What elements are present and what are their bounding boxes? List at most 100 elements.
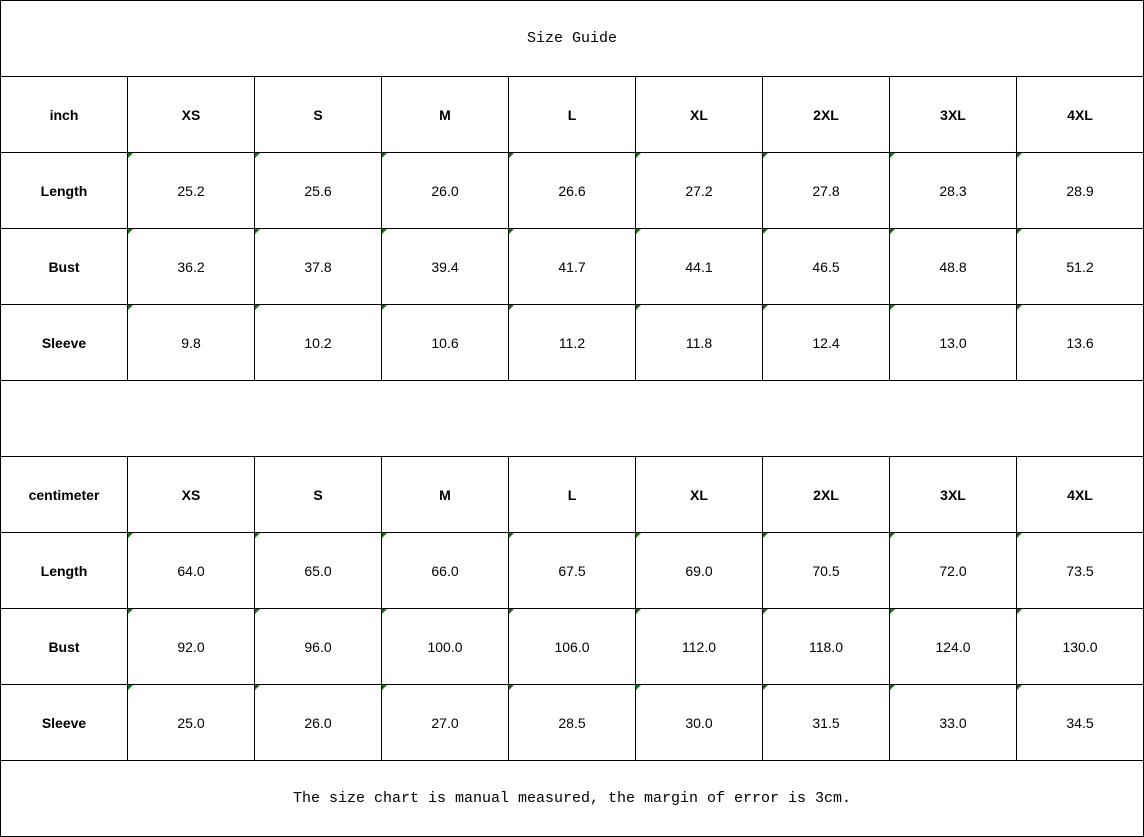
- value-cell[interactable]: 30.0: [635, 684, 763, 761]
- error-indicator-icon: [255, 609, 260, 614]
- note-cell[interactable]: The size chart is manual measured, the m…: [0, 760, 1144, 837]
- error-indicator-icon: [1017, 305, 1022, 310]
- note-cell-text: The size chart is manual measured, the m…: [292, 790, 852, 807]
- row-label-bust[interactable]: Bust: [0, 608, 128, 685]
- value-cell-text: 10.2: [304, 334, 332, 351]
- size-header-xs[interactable]: XS: [127, 456, 255, 533]
- value-cell[interactable]: 13.0: [889, 304, 1017, 381]
- value-cell[interactable]: 31.5: [762, 684, 890, 761]
- value-cell[interactable]: 66.0: [381, 532, 509, 609]
- value-cell[interactable]: 70.5: [762, 532, 890, 609]
- value-cell[interactable]: 13.6: [1016, 304, 1144, 381]
- value-cell[interactable]: 124.0: [889, 608, 1017, 685]
- unit-header[interactable]: centimeter: [0, 456, 128, 533]
- value-cell[interactable]: 11.2: [508, 304, 636, 381]
- value-cell[interactable]: 27.8: [762, 152, 890, 229]
- title-cell[interactable]: Size Guide: [0, 0, 1144, 77]
- value-cell[interactable]: 25.2: [127, 152, 255, 229]
- value-cell[interactable]: 9.8: [127, 304, 255, 381]
- value-cell[interactable]: 72.0: [889, 532, 1017, 609]
- value-cell[interactable]: 92.0: [127, 608, 255, 685]
- size-header-2xl[interactable]: 2XL: [762, 456, 890, 533]
- row-label-bust[interactable]: Bust: [0, 228, 128, 305]
- size-header-xl[interactable]: XL: [635, 456, 763, 533]
- size-header-4xl[interactable]: 4XL: [1016, 456, 1144, 533]
- size-header-xl-text: XL: [690, 106, 708, 123]
- value-cell[interactable]: 27.2: [635, 152, 763, 229]
- value-cell[interactable]: 25.0: [127, 684, 255, 761]
- value-cell[interactable]: 28.5: [508, 684, 636, 761]
- row-label-sleeve[interactable]: Sleeve: [0, 684, 128, 761]
- row-label-sleeve[interactable]: Sleeve: [0, 304, 128, 381]
- error-indicator-icon: [890, 609, 895, 614]
- value-cell[interactable]: 96.0: [254, 608, 382, 685]
- error-indicator-icon: [382, 305, 387, 310]
- value-cell[interactable]: 10.2: [254, 304, 382, 381]
- value-cell[interactable]: 37.8: [254, 228, 382, 305]
- error-indicator-icon: [763, 609, 768, 614]
- spacer-row[interactable]: [0, 380, 1144, 457]
- value-cell-text: 92.0: [177, 638, 205, 655]
- error-indicator-icon: [255, 229, 260, 234]
- value-cell[interactable]: 69.0: [635, 532, 763, 609]
- size-header-xs[interactable]: XS: [127, 76, 255, 153]
- value-cell-text: 100.0: [427, 638, 463, 655]
- value-cell[interactable]: 130.0: [1016, 608, 1144, 685]
- value-cell[interactable]: 48.8: [889, 228, 1017, 305]
- value-cell-text: 25.6: [304, 182, 332, 199]
- value-cell[interactable]: 67.5: [508, 532, 636, 609]
- size-header-m[interactable]: M: [381, 456, 509, 533]
- value-cell[interactable]: 112.0: [635, 608, 763, 685]
- error-indicator-icon: [128, 533, 133, 538]
- value-cell[interactable]: 100.0: [381, 608, 509, 685]
- error-indicator-icon: [382, 533, 387, 538]
- value-cell[interactable]: 10.6: [381, 304, 509, 381]
- value-cell[interactable]: 11.8: [635, 304, 763, 381]
- value-cell-text: 96.0: [304, 638, 332, 655]
- value-cell[interactable]: 27.0: [381, 684, 509, 761]
- unit-header-text: centimeter: [28, 486, 100, 503]
- unit-header[interactable]: inch: [0, 76, 128, 153]
- value-cell[interactable]: 51.2: [1016, 228, 1144, 305]
- size-header-s[interactable]: S: [254, 76, 382, 153]
- value-cell-text: 48.8: [939, 258, 967, 275]
- size-header-l[interactable]: L: [508, 76, 636, 153]
- value-cell[interactable]: 118.0: [762, 608, 890, 685]
- value-cell[interactable]: 106.0: [508, 608, 636, 685]
- value-cell[interactable]: 26.0: [381, 152, 509, 229]
- size-header-m[interactable]: M: [381, 76, 509, 153]
- size-header-4xl[interactable]: 4XL: [1016, 76, 1144, 153]
- size-header-3xl-text: 3XL: [940, 106, 966, 123]
- value-cell[interactable]: 64.0: [127, 532, 255, 609]
- value-cell[interactable]: 36.2: [127, 228, 255, 305]
- value-cell[interactable]: 26.0: [254, 684, 382, 761]
- row-label-length[interactable]: Length: [0, 152, 128, 229]
- size-header-s[interactable]: S: [254, 456, 382, 533]
- value-cell[interactable]: 34.5: [1016, 684, 1144, 761]
- value-cell[interactable]: 44.1: [635, 228, 763, 305]
- size-header-s-text: S: [313, 106, 323, 123]
- size-header-l[interactable]: L: [508, 456, 636, 533]
- error-indicator-icon: [255, 305, 260, 310]
- row-label-length[interactable]: Length: [0, 532, 128, 609]
- size-header-2xl-text: 2XL: [813, 106, 839, 123]
- row-label-bust-text: Bust: [48, 638, 80, 655]
- value-cell[interactable]: 28.3: [889, 152, 1017, 229]
- value-cell[interactable]: 25.6: [254, 152, 382, 229]
- size-header-m-text: M: [439, 106, 451, 123]
- size-header-3xl[interactable]: 3XL: [889, 456, 1017, 533]
- value-cell[interactable]: 73.5: [1016, 532, 1144, 609]
- size-header-4xl-text: 4XL: [1067, 106, 1093, 123]
- value-cell[interactable]: 26.6: [508, 152, 636, 229]
- size-header-3xl[interactable]: 3XL: [889, 76, 1017, 153]
- value-cell[interactable]: 46.5: [762, 228, 890, 305]
- value-cell[interactable]: 28.9: [1016, 152, 1144, 229]
- size-header-2xl[interactable]: 2XL: [762, 76, 890, 153]
- value-cell[interactable]: 39.4: [381, 228, 509, 305]
- value-cell[interactable]: 41.7: [508, 228, 636, 305]
- value-cell[interactable]: 12.4: [762, 304, 890, 381]
- value-cell[interactable]: 65.0: [254, 532, 382, 609]
- size-header-l-text: L: [567, 106, 577, 123]
- size-header-xl[interactable]: XL: [635, 76, 763, 153]
- value-cell[interactable]: 33.0: [889, 684, 1017, 761]
